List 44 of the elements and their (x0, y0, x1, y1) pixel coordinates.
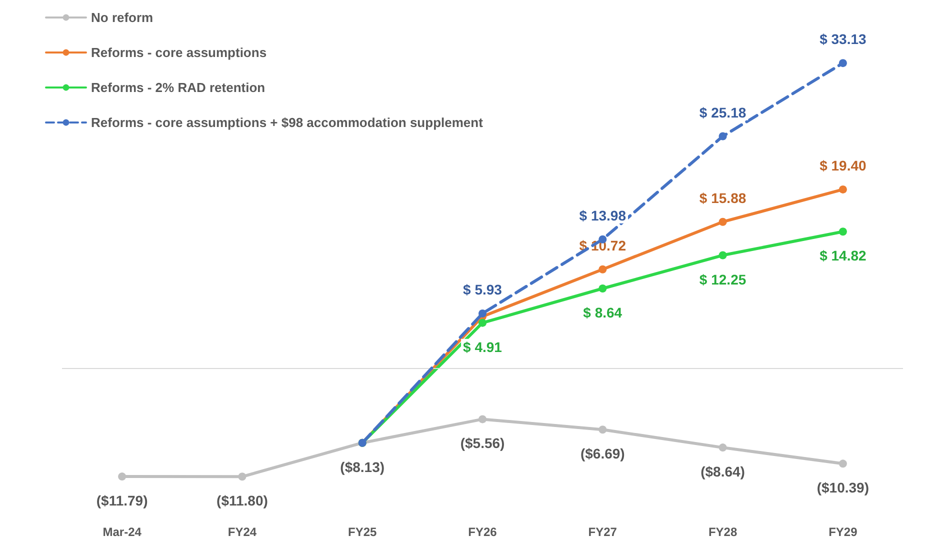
data-label: $ 13.98 (579, 207, 626, 224)
data-label: $ 5.93 (463, 281, 502, 298)
data-label: $ 15.88 (699, 190, 746, 206)
data-label: $ 12.25 (699, 271, 746, 288)
data-label: $ 14.82 (820, 248, 866, 264)
x-tick-label: Mar-24 (102, 525, 142, 539)
x-tick-label: FY28 (708, 525, 738, 539)
point (598, 426, 607, 434)
data-label: $ 19.40 (820, 157, 866, 174)
legend-label: Reforms - core assumptions + $98 accommodation supplement (91, 115, 484, 130)
data-label: $ 33.13 (820, 31, 866, 48)
point (718, 218, 727, 226)
data-label: $ 4.91 (463, 338, 502, 355)
point (118, 472, 126, 481)
data-label: ($8.64) (700, 464, 745, 480)
legend-label: Reforms - 2% RAD retention (91, 80, 266, 95)
data-label: ($11.80) (216, 492, 268, 509)
data-label: ($8.13) (340, 458, 385, 475)
point (238, 472, 246, 481)
point (838, 185, 847, 194)
x-tick-label: FY29 (828, 525, 858, 539)
data-label: ($6.69) (580, 446, 625, 462)
point (478, 415, 486, 424)
point (838, 228, 847, 236)
point (598, 265, 607, 274)
data-label: ($5.56) (460, 435, 505, 452)
point (718, 132, 727, 140)
legend-label: No reform (91, 10, 154, 25)
point (718, 251, 727, 260)
point (718, 444, 727, 452)
x-tick-label: FY26 (468, 525, 498, 539)
point (478, 309, 486, 318)
legend-label: Reforms - core assumptions (91, 45, 267, 60)
point (478, 318, 486, 327)
data-label: $ 25.18 (699, 104, 746, 120)
x-tick-label: FY24 (228, 525, 257, 539)
x-tick-label: FY25 (348, 525, 378, 539)
point (598, 284, 607, 292)
data-label: ($11.79) (96, 492, 148, 509)
point (838, 59, 847, 68)
x-tick-label: FY27 (588, 525, 618, 539)
data-label: ($10.39) (816, 480, 870, 496)
data-label: $ 8.64 (583, 304, 622, 321)
point (838, 460, 847, 468)
